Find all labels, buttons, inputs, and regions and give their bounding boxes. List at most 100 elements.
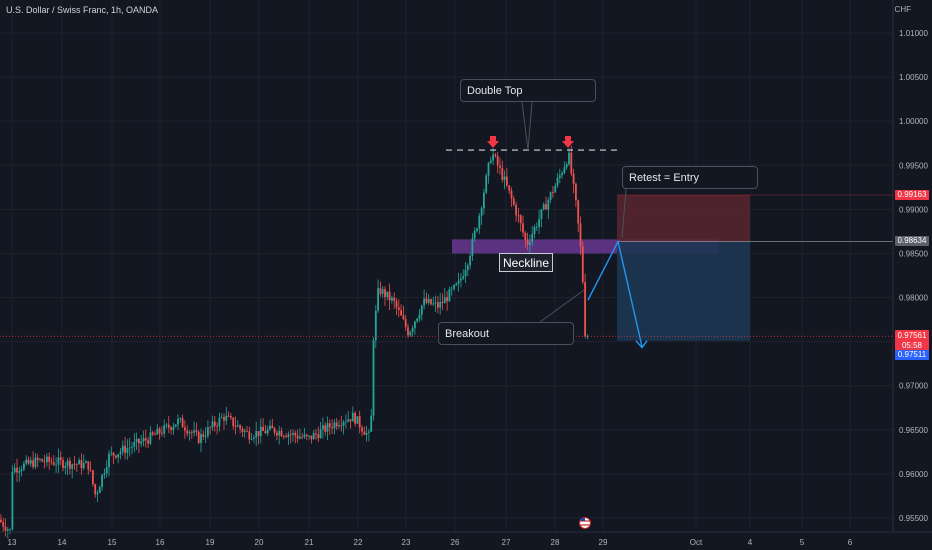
candle-body — [405, 319, 407, 327]
candle-body — [39, 459, 41, 460]
candle-body — [225, 416, 227, 421]
time-tick-label: 6 — [848, 538, 853, 547]
candle-body — [453, 285, 455, 289]
candle-body — [340, 425, 342, 426]
time-tick-label: 19 — [206, 538, 215, 547]
candle-body — [297, 436, 299, 439]
candle-body — [398, 307, 400, 310]
candle-body — [193, 431, 195, 433]
candle-body — [12, 472, 14, 529]
price-tick-label: 0.97000 — [899, 382, 928, 391]
candle-body — [14, 468, 16, 472]
candle-body — [2, 522, 4, 527]
candle-body — [414, 322, 416, 329]
candle-body — [455, 284, 457, 285]
candle-body — [269, 426, 271, 430]
candle-body — [189, 432, 191, 433]
candle-body — [499, 165, 501, 167]
candle-body — [64, 466, 66, 468]
candle-body — [182, 418, 184, 427]
candle-body — [354, 413, 356, 424]
candle-body — [55, 465, 57, 466]
candle-body — [53, 462, 55, 464]
candle-body — [442, 302, 444, 303]
candle-body — [78, 460, 80, 464]
candle-body — [373, 340, 375, 415]
candle-body — [108, 454, 110, 468]
top-arrow-icon — [562, 136, 574, 148]
breakout-annotation[interactable]: Breakout — [438, 322, 574, 345]
candle-body — [538, 219, 540, 227]
breakout-pointer — [540, 290, 584, 322]
candle-body — [110, 453, 112, 454]
time-tick-label: 5 — [800, 538, 805, 547]
candle-body — [242, 429, 244, 432]
candle-body — [216, 426, 218, 427]
candle-body — [529, 242, 531, 245]
candle-body — [251, 439, 253, 440]
candle-body — [366, 433, 368, 435]
candle-body — [145, 438, 147, 440]
candle-body — [5, 527, 7, 531]
candle-body — [577, 200, 579, 223]
time-tick-label: 29 — [599, 538, 608, 547]
candle-body — [350, 419, 352, 421]
candle-body — [69, 461, 71, 469]
candle-body — [492, 155, 494, 161]
candle-body — [127, 448, 129, 453]
candle-body — [515, 205, 517, 216]
candle-body — [122, 446, 124, 452]
candle-body — [396, 301, 398, 307]
candle-body — [262, 427, 264, 431]
candle-body — [184, 427, 186, 430]
candle-body — [48, 457, 50, 462]
candle-body — [113, 453, 115, 456]
candle-body — [547, 200, 549, 210]
candle-body — [580, 223, 582, 246]
candle-body — [582, 246, 584, 282]
candle-body — [409, 332, 411, 335]
candle-body — [143, 438, 145, 441]
neckline-annotation[interactable]: Neckline — [499, 253, 553, 272]
retest-annotation[interactable]: Retest = Entry — [622, 166, 758, 189]
candle-body — [163, 425, 165, 433]
candle-body — [0, 520, 2, 522]
candle-body — [196, 431, 198, 432]
candle-body — [524, 233, 526, 240]
candle-body — [246, 431, 248, 432]
candle-body — [317, 434, 319, 438]
candle-body — [228, 416, 230, 417]
candle-body — [223, 417, 225, 421]
candle-body — [377, 288, 379, 310]
candle-body — [407, 327, 409, 335]
candle-body — [561, 173, 563, 175]
double-top-annotation[interactable]: Double Top — [460, 79, 596, 102]
candle-body — [150, 432, 152, 443]
candle-body — [545, 204, 547, 209]
time-tick-label: Oct — [690, 538, 703, 547]
candle-body — [209, 427, 211, 428]
candle-body — [94, 484, 96, 494]
candle-body — [423, 299, 425, 306]
candle-body — [200, 434, 202, 443]
candle-body — [87, 461, 89, 469]
candle-body — [138, 439, 140, 444]
candle-body — [290, 434, 292, 435]
retest-label: Retest = Entry — [629, 172, 699, 184]
price-tick-label: 0.95500 — [899, 514, 928, 523]
candle-body — [557, 178, 559, 186]
candle-body — [315, 433, 317, 434]
candle-body — [476, 229, 478, 231]
time-tick-label: 20 — [255, 538, 264, 547]
candle-body — [221, 417, 223, 418]
candle-body — [446, 297, 448, 301]
candle-body — [449, 289, 451, 301]
candle-body — [469, 256, 471, 265]
candle-body — [306, 435, 308, 436]
time-tick-label: 28 — [551, 538, 560, 547]
candle-body — [462, 276, 464, 278]
candle-body — [345, 422, 347, 423]
candle-body — [386, 292, 388, 297]
candle-body — [391, 298, 393, 301]
candle-body — [485, 176, 487, 193]
